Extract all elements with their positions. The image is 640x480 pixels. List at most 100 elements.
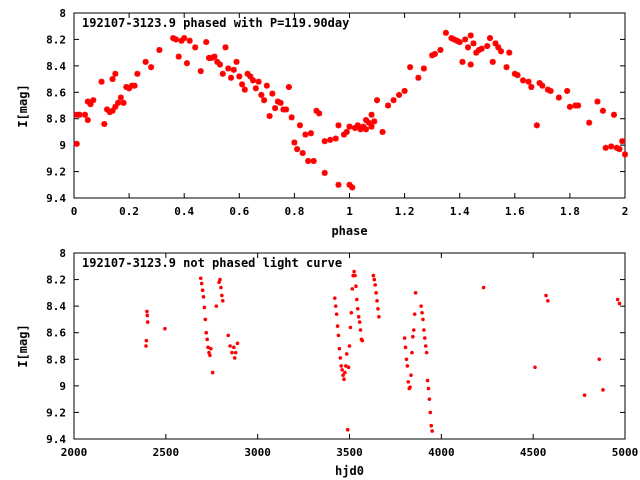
data-point xyxy=(467,61,474,68)
data-point xyxy=(407,64,414,71)
data-point xyxy=(489,58,496,65)
data-point xyxy=(371,118,378,125)
data-point xyxy=(252,85,259,92)
x-tick-label: 2 xyxy=(622,205,629,218)
data-point xyxy=(564,87,571,94)
data-point xyxy=(199,281,204,286)
data-point xyxy=(442,29,449,36)
data-point xyxy=(533,122,540,129)
data-point xyxy=(228,74,235,81)
x-tick-label: 0.6 xyxy=(229,205,249,218)
data-point xyxy=(183,60,190,67)
data-point xyxy=(203,317,208,322)
y-tick-label: 9.4 xyxy=(46,192,66,205)
data-point xyxy=(321,138,328,145)
data-point xyxy=(355,307,360,311)
data-point xyxy=(321,169,328,176)
data-point xyxy=(337,346,342,351)
data-point xyxy=(575,102,582,109)
data-point xyxy=(425,378,430,383)
data-point xyxy=(76,111,83,118)
data-point xyxy=(419,304,423,308)
data-point xyxy=(352,269,356,274)
data-point xyxy=(305,158,312,164)
data-point xyxy=(487,35,494,42)
x-tick-label: 3500 xyxy=(336,446,363,459)
data-point xyxy=(219,285,223,290)
data-point xyxy=(343,128,350,135)
data-point xyxy=(266,113,273,120)
y-tick-label: 9 xyxy=(59,380,66,393)
y-tick-label: 8.6 xyxy=(46,327,66,340)
axis-ticks: 0 0.2 0.4 0.6 0.8 1 1.2 1.4 1.6 1.8 2 8 8.2 8.4 8.6 8.8… xyxy=(46,7,628,218)
data-point xyxy=(403,345,408,350)
data-point xyxy=(230,350,234,355)
x-tick-label: 1.8 xyxy=(560,205,580,218)
data-point xyxy=(230,66,237,73)
y-tick-label: 9.2 xyxy=(46,406,66,419)
data-point xyxy=(335,181,342,188)
data-point xyxy=(333,304,338,308)
data-point xyxy=(377,314,381,319)
data-point xyxy=(371,273,376,278)
data-point xyxy=(533,365,537,370)
data-point xyxy=(336,333,341,338)
data-point xyxy=(209,346,213,351)
data-point xyxy=(145,309,149,314)
data-point xyxy=(109,76,116,83)
data-points xyxy=(144,269,622,433)
data-point xyxy=(385,102,392,109)
data-point xyxy=(470,40,477,47)
data-point xyxy=(404,357,409,362)
x-tick-label: 0.8 xyxy=(284,205,304,218)
y-tick-label: 9.2 xyxy=(46,166,66,179)
data-point xyxy=(478,45,485,52)
unphased-light-curve-panel: 192107-3123.9 not phased light curve hjd… xyxy=(16,247,638,478)
data-points xyxy=(73,29,628,191)
data-point xyxy=(255,78,262,85)
data-point xyxy=(291,139,298,146)
data-point xyxy=(131,82,138,89)
x-axis-label: hjd0 xyxy=(335,464,364,478)
data-point xyxy=(201,295,206,299)
data-point xyxy=(250,77,257,84)
data-point xyxy=(339,364,344,368)
data-point xyxy=(356,314,361,319)
data-point xyxy=(112,70,119,77)
x-tick-label: 1.4 xyxy=(450,205,470,218)
data-point xyxy=(299,150,306,157)
data-point xyxy=(181,35,188,42)
data-point xyxy=(115,99,122,106)
x-axis-label: phase xyxy=(331,224,367,238)
data-point xyxy=(219,70,226,77)
data-point xyxy=(348,325,353,330)
data-point xyxy=(294,146,301,153)
data-point xyxy=(610,111,617,118)
data-point xyxy=(430,429,434,433)
data-point xyxy=(354,284,358,289)
x-tick-label: 2500 xyxy=(153,446,180,459)
data-point xyxy=(602,144,609,151)
data-point xyxy=(503,64,510,71)
x-tick-label: 0 xyxy=(71,205,78,218)
data-point xyxy=(335,324,340,328)
data-point xyxy=(198,276,203,281)
data-point xyxy=(334,312,339,316)
data-point xyxy=(148,64,155,71)
data-point xyxy=(601,388,605,392)
data-point xyxy=(462,36,469,43)
data-point xyxy=(368,123,375,130)
data-point xyxy=(144,344,148,348)
data-point xyxy=(233,58,240,65)
data-point xyxy=(350,287,355,291)
data-point xyxy=(622,151,628,158)
data-point xyxy=(285,84,292,90)
data-point xyxy=(205,337,209,342)
data-point xyxy=(345,427,350,432)
data-point xyxy=(390,97,397,104)
data-point xyxy=(341,373,345,378)
data-point xyxy=(431,50,438,57)
data-point xyxy=(420,310,424,315)
data-point xyxy=(235,341,240,346)
data-point xyxy=(424,350,429,355)
